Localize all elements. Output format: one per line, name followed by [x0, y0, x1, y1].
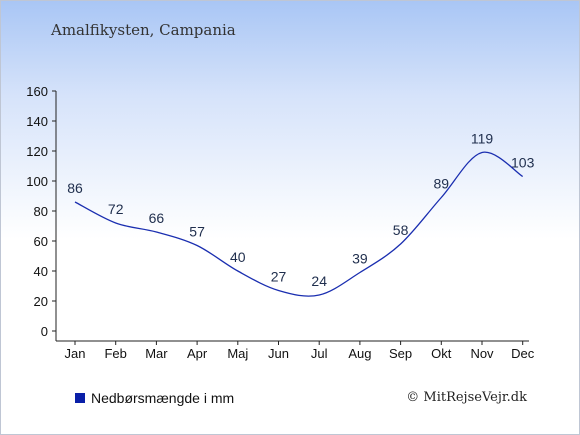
y-tick-label: 0: [41, 324, 48, 339]
data-label: 72: [108, 201, 124, 217]
x-tick-label: Dec: [511, 346, 535, 361]
y-tick-label: 140: [26, 114, 48, 129]
y-tick-label: 100: [26, 174, 48, 189]
x-tick-label: Aug: [348, 346, 371, 361]
data-label: 58: [393, 222, 409, 238]
data-label: 40: [230, 249, 246, 265]
legend-label: Nedbørsmængde i mm: [91, 390, 235, 406]
data-label: 24: [311, 273, 327, 289]
x-tick-label: Jul: [311, 346, 328, 361]
y-tick-label: 160: [26, 84, 48, 99]
y-tick-label: 40: [34, 264, 48, 279]
legend-swatch: [75, 393, 85, 403]
data-label: 27: [271, 269, 287, 285]
data-label: 66: [149, 210, 165, 226]
x-tick-label: Jan: [65, 346, 86, 361]
series-line: [74, 151, 524, 297]
legend: Nedbørsmængde i mm: [75, 390, 234, 406]
data-label: 103: [511, 155, 535, 171]
x-tick-label: Okt: [431, 346, 452, 361]
x-tick-label: Apr: [187, 346, 208, 361]
data-label: 89: [434, 176, 450, 192]
data-label: 119: [471, 131, 494, 147]
y-tick-label: 120: [26, 144, 48, 159]
x-tick-label: Jun: [268, 346, 289, 361]
x-tick-label: Feb: [104, 346, 126, 361]
data-label: 57: [189, 224, 205, 240]
x-tick-label: Nov: [470, 346, 494, 361]
x-tick-label: Mar: [145, 346, 168, 361]
x-tick-label: Sep: [389, 346, 412, 361]
data-label: 86: [67, 180, 83, 196]
y-tick-label: 80: [34, 204, 48, 219]
data-label: 39: [352, 251, 368, 267]
y-tick-label: 60: [34, 234, 48, 249]
chart-title: Amalfikysten, Campania: [51, 21, 236, 39]
x-tick-label: Maj: [227, 346, 248, 361]
y-tick-label: 20: [34, 294, 48, 309]
credit-text: © MitRejseVejr.dk: [406, 390, 527, 405]
